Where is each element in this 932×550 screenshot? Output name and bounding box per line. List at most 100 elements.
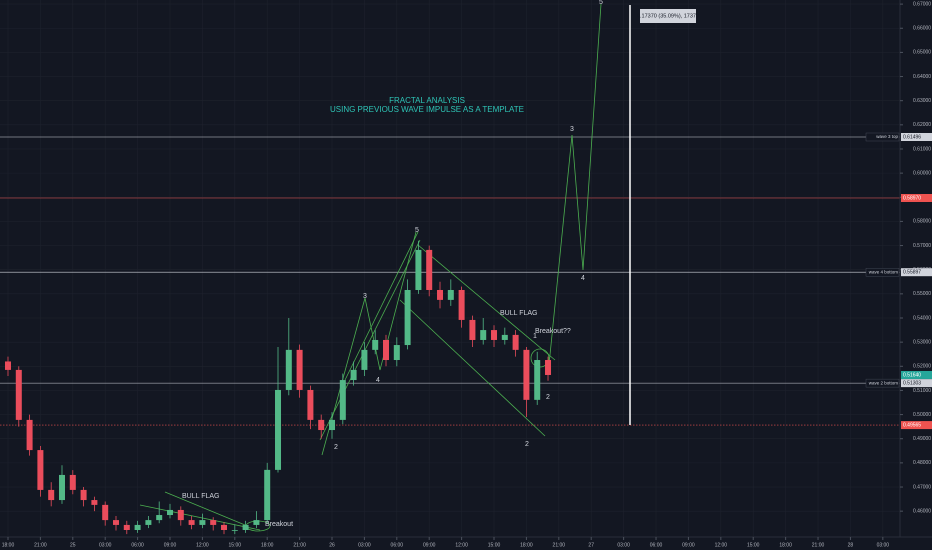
x-tick-label: 18:00 xyxy=(779,542,792,548)
x-tick-label: 09:00 xyxy=(682,542,695,548)
candle-body xyxy=(275,389,282,470)
candle-body xyxy=(534,360,541,400)
candle-body xyxy=(458,289,465,320)
candle-body xyxy=(48,489,55,501)
flag-line xyxy=(139,504,261,531)
y-tick-label: 0.64000 xyxy=(913,74,931,80)
annotation: Breakout?? xyxy=(535,328,571,335)
wave-label: 2 xyxy=(525,441,529,448)
level-name: wave 3 top xyxy=(876,134,898,139)
candle-body xyxy=(361,349,368,370)
candle-body xyxy=(318,419,325,431)
y-tick-label: 0.61000 xyxy=(913,146,931,152)
x-tick-label: 06:00 xyxy=(131,542,144,548)
candle-body xyxy=(523,349,530,400)
candle-body xyxy=(69,474,76,490)
y-tick-label: 0.62000 xyxy=(913,122,931,128)
candle-body xyxy=(296,349,303,390)
candle-body xyxy=(426,249,433,290)
chart-subtitle: USING PREVIOUS WAVE IMPULSE AS A TEMPLAT… xyxy=(330,105,524,114)
candle-body xyxy=(512,334,519,350)
candle-body xyxy=(285,349,292,390)
price-label: 0.55897 xyxy=(903,270,921,276)
candle-body xyxy=(210,520,217,525)
wave-label: 1 xyxy=(533,333,537,340)
wave-label: 5 xyxy=(599,0,603,6)
x-tick-label: 28 xyxy=(848,542,854,548)
channel xyxy=(344,231,419,381)
candle-body xyxy=(199,520,206,525)
wave-label: 3 xyxy=(363,293,367,300)
candle-body xyxy=(339,380,346,420)
flag-line xyxy=(417,244,556,361)
measure-box xyxy=(640,9,696,23)
measure-label: 0.17370 (35.09%), 17370 xyxy=(637,13,699,19)
x-tick-label: 09:00 xyxy=(164,542,177,548)
level-name: wave 2 bottom xyxy=(869,380,899,385)
x-tick-label: 06:00 xyxy=(650,542,663,548)
x-tick-label: 18:00 xyxy=(261,542,274,548)
candle-body xyxy=(188,520,195,525)
projection xyxy=(547,3,602,376)
x-tick-label: 27 xyxy=(588,542,594,548)
x-tick-label: 15:00 xyxy=(488,542,501,548)
candle-body xyxy=(253,520,260,525)
y-tick-label: 0.46000 xyxy=(913,508,931,514)
level-name-box xyxy=(865,267,900,277)
y-tick-label: 0.66000 xyxy=(913,26,931,32)
y-tick-label: 0.52000 xyxy=(913,364,931,370)
candle-body xyxy=(469,319,476,340)
x-tick-label: 12:00 xyxy=(196,542,209,548)
price-label: 0.51640 xyxy=(903,372,921,378)
candle-body xyxy=(231,529,238,531)
y-tick-label: 0.57000 xyxy=(913,243,931,249)
candle-body xyxy=(134,524,141,530)
candle-body xyxy=(145,520,152,525)
y-tick-label: 0.60000 xyxy=(913,170,931,176)
candles xyxy=(4,240,552,535)
y-tick-label: 0.67000 xyxy=(913,1,931,7)
y-tick-label: 0.63000 xyxy=(913,98,931,104)
x-tick-label: 03:00 xyxy=(877,542,890,548)
annotation: BULL FLAG xyxy=(500,310,537,317)
candle-body xyxy=(112,520,119,525)
x-tick-label: 06:00 xyxy=(391,542,404,548)
x-tick-label: 25 xyxy=(70,542,76,548)
candle-body xyxy=(242,524,249,530)
price-label: 0.51303 xyxy=(903,380,921,386)
candle-body xyxy=(264,469,271,521)
candle-body xyxy=(447,289,454,300)
price-label-box xyxy=(901,133,932,142)
x-tick-label: 18:00 xyxy=(2,542,15,548)
price-label-box xyxy=(901,379,932,388)
price-label: 0.49565 xyxy=(903,422,921,428)
candle-body xyxy=(393,345,400,361)
x-tick-label: 21:00 xyxy=(553,542,566,548)
wave-label: 3 xyxy=(570,126,574,133)
candle-body xyxy=(156,515,163,521)
drawings xyxy=(139,3,631,532)
y-tick-label: 0.47000 xyxy=(913,484,931,490)
price-label-box xyxy=(901,268,932,277)
x-tick-label: 12:00 xyxy=(455,542,468,548)
level-name: wave 4 bottom xyxy=(869,269,899,274)
x-tick-label: 18:00 xyxy=(520,542,533,548)
x-tick-label: 03:00 xyxy=(99,542,112,548)
y-tick-label: 0.65000 xyxy=(913,50,931,56)
candle-body xyxy=(37,450,44,490)
price-label-box xyxy=(901,421,932,430)
price-label: 0.58970 xyxy=(903,195,921,201)
wave-label: 2 xyxy=(334,444,338,451)
y-tick-label: 0.51000 xyxy=(913,388,931,394)
candle-body xyxy=(545,360,552,375)
y-tick-label: 0.54000 xyxy=(913,315,931,321)
x-tick-label: 09:00 xyxy=(423,542,436,548)
x-tick-label: 21:00 xyxy=(293,542,306,548)
y-tick-label: 0.48000 xyxy=(913,460,931,466)
x-tick-label: 15:00 xyxy=(747,542,760,548)
annotation: BULL FLAG xyxy=(182,493,219,500)
x-tick-label: 26 xyxy=(329,542,335,548)
